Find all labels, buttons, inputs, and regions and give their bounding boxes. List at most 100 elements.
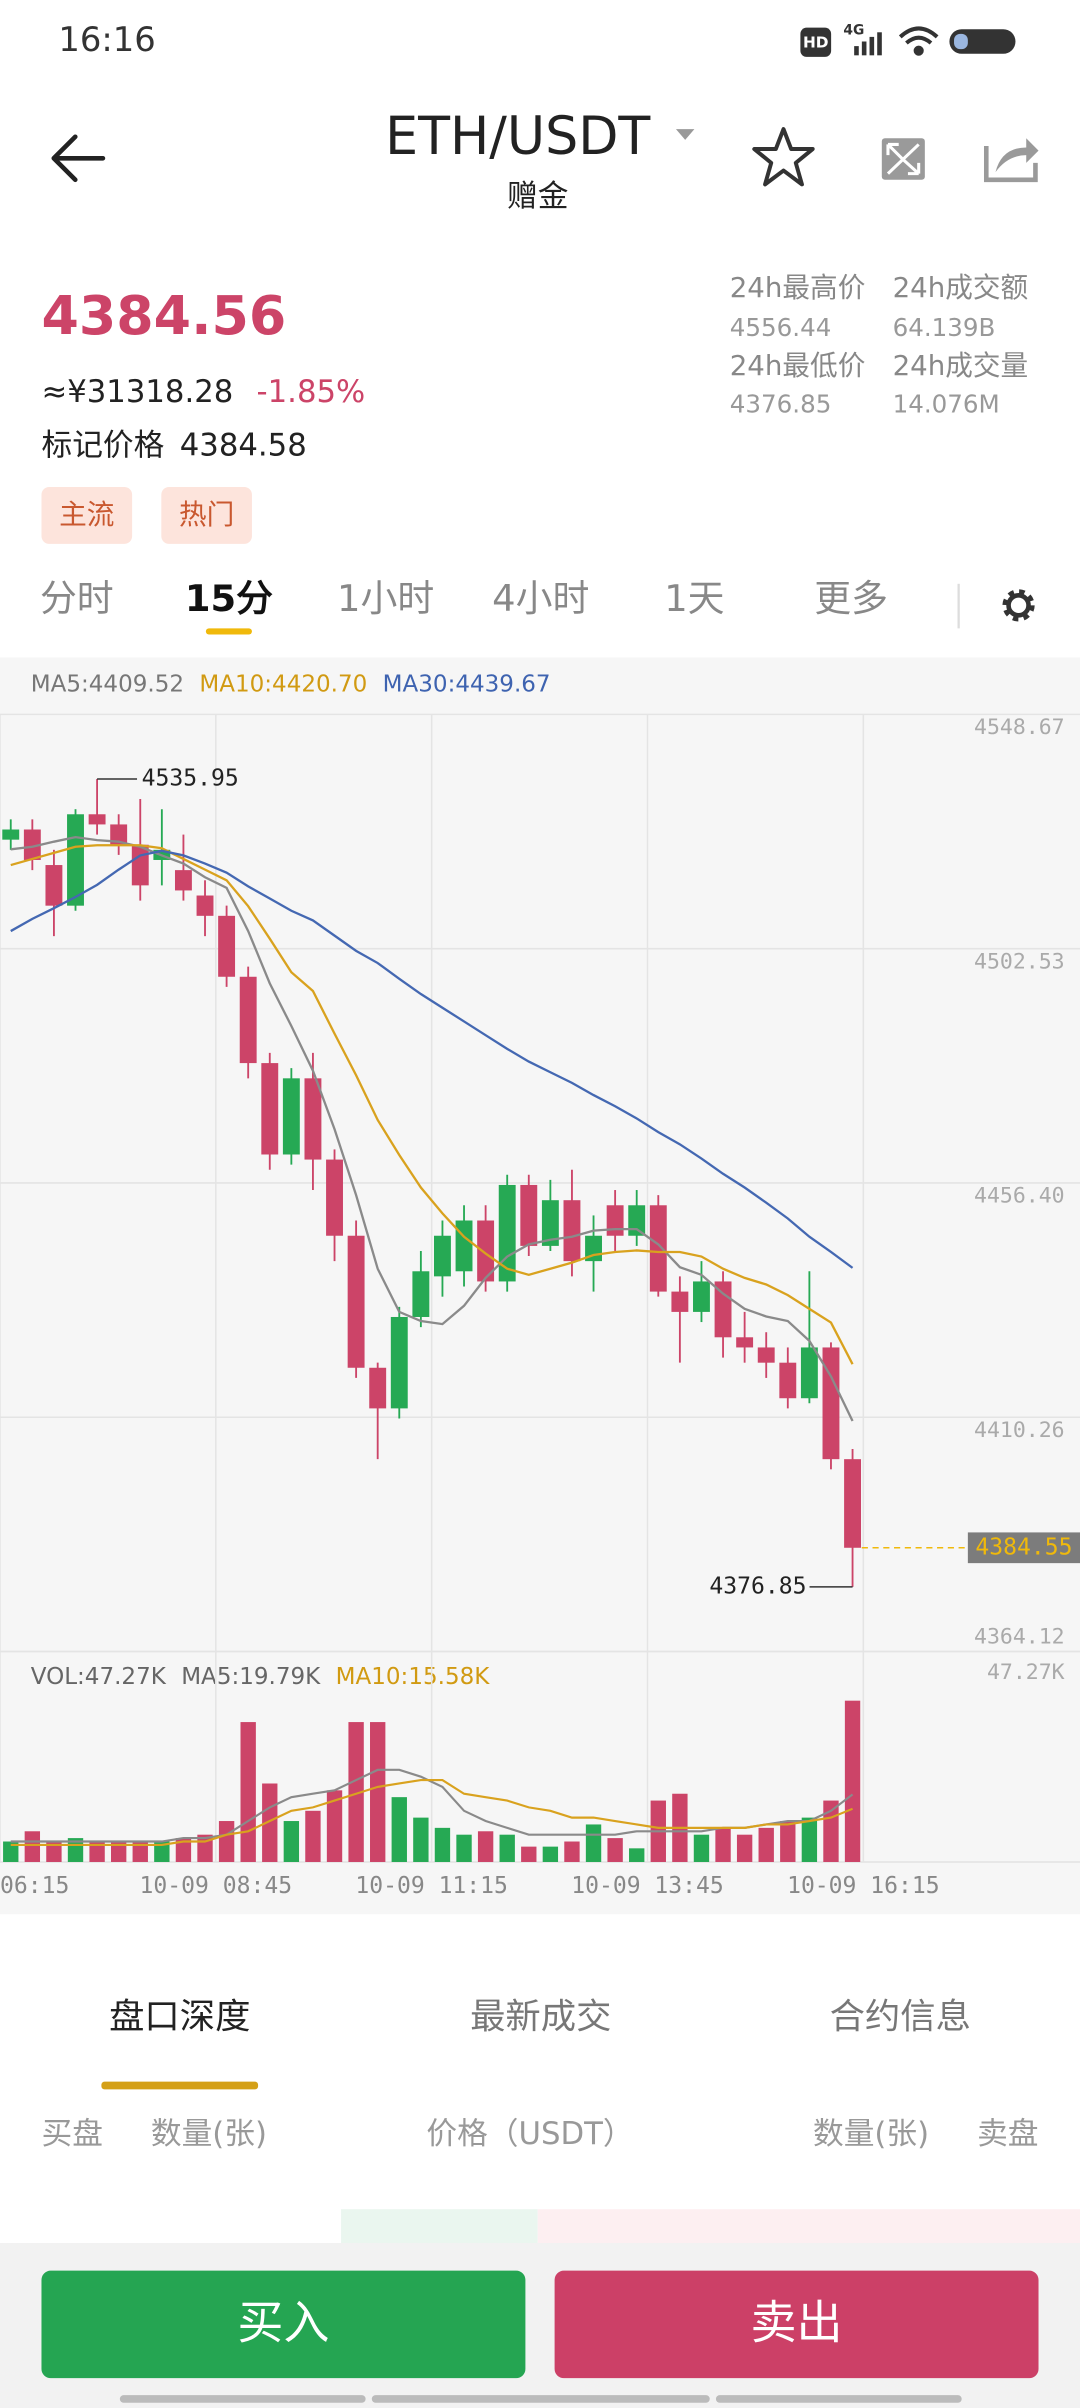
battery-icon bbox=[949, 29, 1016, 54]
tag[interactable]: 主流 bbox=[59, 498, 114, 531]
interval-tab[interactable]: 1小时 bbox=[337, 577, 434, 620]
candle-body bbox=[649, 1205, 667, 1292]
volume-bar bbox=[521, 1846, 537, 1862]
candle-body bbox=[779, 1362, 797, 1399]
candle-body bbox=[110, 824, 128, 845]
order-book-column: 卖盘 bbox=[977, 2116, 1038, 2152]
back-button[interactable] bbox=[51, 134, 106, 183]
ma-legend: MA5:4409.52 bbox=[31, 672, 184, 698]
favorite-button[interactable] bbox=[752, 127, 815, 187]
pair-title[interactable]: ETH/USDT bbox=[385, 107, 651, 167]
bottom-tabs: 盘口深度 最新成交 合约信息 bbox=[101, 1997, 971, 2090]
volume-bar bbox=[240, 1722, 256, 1862]
candle-body bbox=[261, 1063, 279, 1155]
last-price: 4384.56 bbox=[41, 284, 286, 347]
y-tick-label: 4548.67 bbox=[974, 715, 1065, 740]
bottom-tab[interactable]: 盘口深度 bbox=[109, 1997, 250, 2038]
stat-value: 64.139B bbox=[893, 313, 996, 342]
gesture-bar bbox=[715, 2395, 962, 2403]
candle-body bbox=[563, 1200, 581, 1262]
interval-tab[interactable]: 4小时 bbox=[492, 577, 589, 620]
bottom-tab[interactable]: 最新成交 bbox=[470, 1997, 611, 2038]
candle-body bbox=[520, 1184, 538, 1246]
volume-bar bbox=[391, 1797, 407, 1862]
candle-body bbox=[196, 895, 214, 916]
y-tick-label: 4410.26 bbox=[974, 1418, 1065, 1443]
volume-tick-label: 47.27K bbox=[987, 1660, 1065, 1685]
order-book-column: 数量(张) bbox=[151, 2116, 267, 2152]
high-label: 4535.95 bbox=[142, 765, 239, 791]
candle-body bbox=[390, 1316, 408, 1409]
volume-bar bbox=[477, 1831, 494, 1862]
y-tick-label: 4502.53 bbox=[974, 950, 1065, 975]
candle-body bbox=[800, 1347, 818, 1399]
candle-body bbox=[326, 1159, 343, 1236]
cny-price: ≈¥31318.28 bbox=[41, 374, 233, 410]
interval-tab[interactable]: 1天 bbox=[664, 577, 724, 620]
volume-bar bbox=[844, 1700, 861, 1862]
settings-button[interactable] bbox=[1002, 589, 1035, 622]
signal-icon bbox=[854, 32, 882, 56]
order-book-header: 买盘 数量(张) 价格（USDT） 数量(张) 卖盘 bbox=[41, 2116, 1038, 2152]
active-underline bbox=[205, 628, 252, 635]
volume-bar bbox=[542, 1846, 559, 1862]
candle-body bbox=[822, 1347, 840, 1460]
volume-bar bbox=[758, 1827, 774, 1862]
candle-body bbox=[606, 1205, 624, 1236]
interval-tab[interactable]: 15分 bbox=[185, 577, 273, 620]
sell-button[interactable] bbox=[554, 2270, 1039, 2379]
candle-body bbox=[45, 865, 63, 906]
volume-bar bbox=[715, 1827, 731, 1862]
candle-body bbox=[671, 1291, 689, 1312]
volume-legend: VOL:47.27K bbox=[31, 1664, 167, 1690]
candle-body bbox=[304, 1078, 322, 1160]
candle-body bbox=[455, 1220, 473, 1272]
stat-value: 4556.44 bbox=[730, 313, 832, 342]
stat-label: 24h成交量 bbox=[893, 349, 1029, 382]
candle-body bbox=[433, 1235, 451, 1277]
mark-price: 4384.58 bbox=[180, 428, 307, 464]
candle-body bbox=[282, 1078, 300, 1155]
sell-label[interactable]: 卖出 bbox=[750, 2295, 842, 2349]
interval-tab[interactable]: 更多 bbox=[814, 577, 888, 620]
candle-body bbox=[131, 844, 149, 886]
volume-bar bbox=[326, 1790, 343, 1862]
x-tick-label: 10-09 08:45 bbox=[140, 1873, 293, 1899]
x-tick-label: 10-09 13:45 bbox=[571, 1873, 724, 1899]
ma-line bbox=[10, 835, 854, 1422]
candle-body bbox=[498, 1184, 516, 1282]
volume-bar bbox=[305, 1810, 321, 1862]
volume-legend: MA10:15.58K bbox=[336, 1664, 491, 1690]
y-tick-label: 4456.40 bbox=[974, 1184, 1065, 1209]
bottom-tab[interactable]: 合约信息 bbox=[830, 1997, 971, 2038]
share-button[interactable] bbox=[983, 138, 1039, 183]
buy-label[interactable]: 买入 bbox=[237, 2295, 329, 2349]
volume-bar bbox=[24, 1831, 41, 1862]
volume-bar bbox=[262, 1783, 278, 1862]
volume-bar bbox=[348, 1722, 364, 1862]
volume-bar bbox=[175, 1838, 192, 1862]
candle-body bbox=[736, 1337, 754, 1348]
y-tick-label: 4364.12 bbox=[974, 1625, 1065, 1650]
volume-bar bbox=[370, 1722, 386, 1862]
interval-tabs: 分时 15分 1小时 4小时 1天 更多 bbox=[40, 577, 888, 635]
stat-value: 4376.85 bbox=[730, 390, 832, 419]
buy-button[interactable] bbox=[41, 2270, 526, 2379]
order-book-column: 价格（USDT） bbox=[426, 2116, 633, 2152]
last-price-tag bbox=[967, 1532, 1080, 1564]
volume-bar bbox=[629, 1848, 645, 1862]
status-time: 16:16 bbox=[58, 20, 155, 59]
tag[interactable]: 热门 bbox=[179, 498, 234, 531]
volume-bar bbox=[499, 1834, 515, 1862]
candle-body bbox=[757, 1347, 775, 1363]
change-percent: -1.85% bbox=[257, 374, 366, 410]
pair-dropdown[interactable] bbox=[675, 129, 695, 140]
gesture-bar bbox=[119, 2395, 366, 2403]
volume-bar bbox=[564, 1841, 580, 1862]
volume-bar bbox=[218, 1821, 235, 1862]
order-book-column: 数量(张) bbox=[813, 2116, 929, 2152]
fullscreen-button[interactable] bbox=[881, 138, 925, 180]
tag-background bbox=[161, 487, 252, 544]
interval-tab[interactable]: 分时 bbox=[40, 577, 114, 620]
